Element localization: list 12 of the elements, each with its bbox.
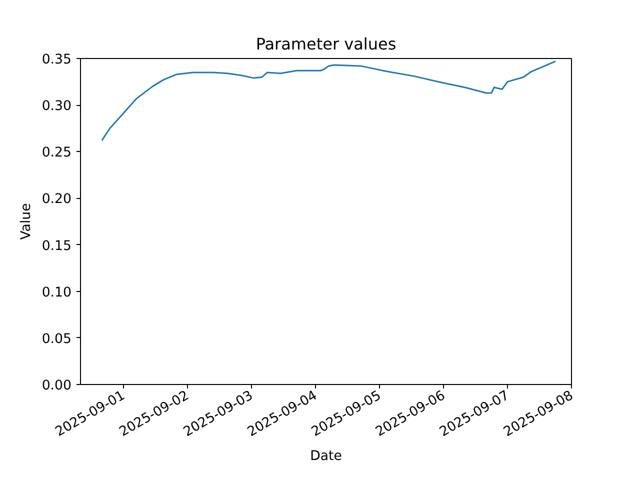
y-tick-label: 0.00 <box>42 378 72 394</box>
y-tick-label: 0.30 <box>42 99 72 114</box>
y-tick-label: 0.25 <box>42 146 72 161</box>
x-axis-title: Date <box>310 448 342 464</box>
y-tick-label: 0.20 <box>42 192 72 208</box>
y-tick-label: 0.35 <box>42 52 72 68</box>
chart-title: Parameter values <box>256 34 396 54</box>
y-tick-label: 0.10 <box>42 285 72 300</box>
y-axis-title: Value <box>18 203 34 240</box>
y-tick-label: 0.15 <box>42 238 72 254</box>
y-tick-label: 0.05 <box>42 332 72 347</box>
line-series <box>101 60 556 142</box>
